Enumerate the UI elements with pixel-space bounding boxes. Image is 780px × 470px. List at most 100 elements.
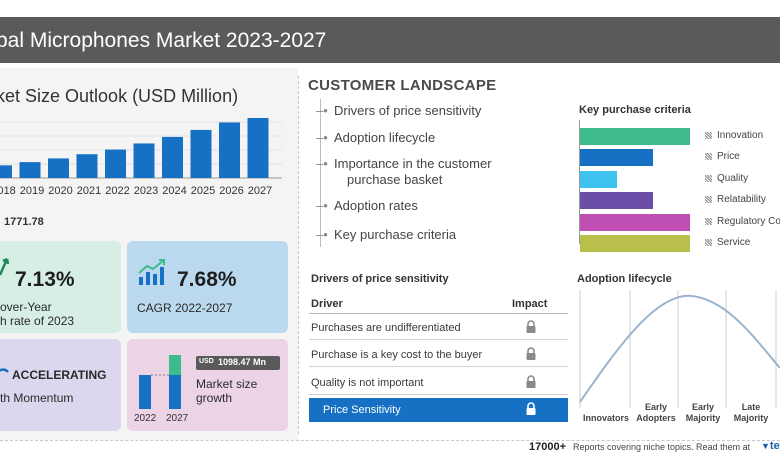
stage-early-majority-2: Majority (685, 413, 721, 423)
dash-icon: –• (316, 103, 328, 118)
legend-swatch-icon (705, 239, 712, 246)
increment-label-line-1: Market size (196, 377, 258, 391)
kpc-legend-label: Service (717, 237, 751, 248)
bar-2023 (133, 143, 155, 178)
stage-early-adopters-1: Early (644, 402, 668, 412)
cagr-value: 7.68% (177, 268, 237, 291)
kpc-axis (579, 120, 580, 244)
brand-logo[interactable]: ▼te (761, 440, 780, 452)
stage-early-majority-1: Early (691, 402, 715, 412)
cl-item-importance-line-2: purchase basket (347, 172, 443, 187)
tick-label-2024: 2024 (162, 185, 186, 197)
tick-label-2020: 2020 (48, 185, 72, 197)
lock-icon (526, 347, 536, 360)
dash-icon: –• (316, 227, 328, 242)
momentum-card: ACCELERATING th Momentum (0, 339, 121, 431)
growth-arrow-icon (0, 257, 10, 276)
increment-badge-prefix: USD (199, 358, 214, 365)
tick-label-2021: 2021 (77, 185, 101, 197)
driver-label: Purchases are undifferentiated (311, 322, 461, 334)
kpc-legend-label: Relatability (717, 194, 766, 206)
stage-innovators: Innovators (582, 413, 629, 423)
tick-label-2022: 2022 (105, 185, 129, 197)
bar-2026 (219, 122, 240, 178)
stage-late-majority-2: Majority (733, 413, 769, 423)
stage-late-majority-1: Late (741, 402, 761, 412)
kpc-legend-item: Quality (705, 173, 748, 184)
bar-2019 (19, 162, 41, 178)
incremental-growth-card: USD 1098.47 Mn Market size growth 2022 2… (127, 339, 288, 431)
cl-item-drivers: –• Drivers of price sensitivity (316, 103, 482, 118)
drivers-col-impact: Impact (512, 298, 548, 310)
cl-item-adoption-lifecycle: –• Adoption lifecycle (316, 130, 436, 145)
cl-item-importance: –• Importance in the customer (316, 156, 492, 171)
kpc-bar (580, 235, 690, 252)
lock-icon (526, 375, 536, 388)
yoy-growth-card: 7.13% over-Year h rate of 2023 (0, 241, 121, 333)
title-bar (0, 17, 780, 63)
tick-label-2023: 2023 (134, 185, 158, 197)
tick-label-2027: 2027 (248, 185, 272, 197)
driver-label: Price Sensitivity (323, 404, 401, 416)
lock-icon (526, 402, 536, 415)
kpc-legend-label: Quality (717, 172, 749, 184)
footer-divider (0, 440, 780, 441)
bar-2027-increment (169, 355, 181, 375)
bar-2027-base (169, 375, 181, 409)
increment-label-line-2: growth (196, 391, 233, 405)
kpc-bar (580, 149, 653, 167)
bar-2027 (247, 118, 269, 178)
kpc-legend-item: Innovation (705, 130, 763, 141)
momentum-label: th Momentum (0, 391, 74, 405)
cl-item-key-criteria: –• Key purchase criteria (316, 227, 457, 242)
market-size-bar-chart: 2018 2019 2020 2021 2022 2023 2024 2025 2026 2027 (0, 118, 282, 197)
driver-row-price-sensitivity: Price Sensitivity (309, 398, 568, 422)
kpc-legend-item: Regulatory Co (705, 216, 780, 227)
dash-icon: –• (316, 198, 328, 213)
increment-year-end: 2027 (166, 413, 189, 424)
adoption-curve (579, 294, 780, 403)
driver-row: Quality is not important (309, 371, 568, 395)
adoption-curve-chart (579, 290, 780, 408)
tick-label-2025: 2025 (191, 185, 215, 197)
footer-report-count: 17000+ (529, 441, 567, 453)
legend-swatch-icon (705, 132, 712, 139)
dash-icon: –• (316, 156, 328, 171)
tick-label-2018: 2018 (0, 185, 16, 197)
base-year-value: 1771.78 (4, 216, 44, 228)
kpc-legend-label: Price (717, 151, 740, 163)
adoption-title: Adoption lifecycle (577, 273, 672, 285)
momentum-title: ACCELERATING (12, 368, 107, 382)
tick-label-2019: 2019 (20, 185, 44, 197)
cl-item-adoption-rates: –• Adoption rates (316, 198, 418, 213)
driver-row: Purchases are undifferentiated (309, 316, 568, 340)
kpc-legend-item: Price (705, 151, 740, 162)
kpc-title: Key purchase criteria (579, 104, 691, 116)
kpc-bar (580, 128, 690, 145)
kpc-legend-label: Innovation (717, 130, 764, 141)
speedometer-icon (0, 368, 9, 373)
customer-landscape-timeline (320, 99, 321, 247)
tick-label-2026: 2026 (219, 185, 243, 197)
cagr-card: 7.68% CAGR 2022-2027 (127, 241, 288, 333)
bar-2024 (162, 136, 183, 178)
logo-mark-icon: ▼ (761, 441, 770, 451)
dash-icon: –• (316, 130, 328, 145)
legend-swatch-icon (705, 217, 712, 225)
driver-label: Quality is not important (311, 377, 424, 389)
driver-label: Purchase is a key cost to the buyer (311, 349, 483, 361)
footer-text: Reports covering niche topics. Read them… (573, 442, 751, 452)
outlook-title: ket Size Outlook (USD Million) (0, 86, 239, 106)
yoy-label-line-1: over-Year (0, 300, 52, 314)
increment-badge-value: 1098.47 Mn (218, 357, 267, 367)
drivers-title: Drivers of price sensitivity (311, 273, 449, 285)
legend-swatch-icon (705, 153, 712, 161)
driver-row: Purchase is a key cost to the buyer (309, 343, 568, 367)
legend-swatch-icon (705, 174, 712, 182)
kpc-bar (580, 213, 690, 231)
kpc-legend-item: Relatability (705, 194, 766, 205)
bar-2025 (190, 129, 212, 178)
drivers-col-driver: Driver (311, 298, 343, 310)
page-title: bal Microphones Market 2023-2027 (0, 29, 327, 52)
